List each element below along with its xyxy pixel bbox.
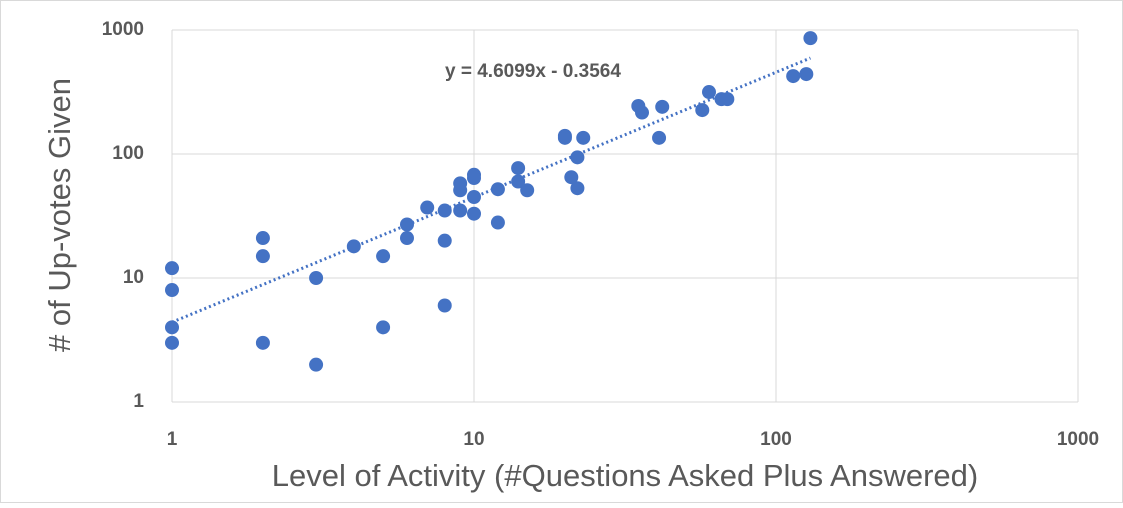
point [467,206,481,221]
point [655,99,670,114]
point [437,298,452,313]
point [165,283,179,298]
point [437,233,452,248]
point [400,231,415,246]
point [437,203,452,218]
point [511,174,526,189]
point [165,335,179,350]
x-axis-title: Level of Activity (#Questions Asked Plus… [272,458,978,493]
x-tick-label: 1 [167,429,178,450]
x-tick-label: 10 [463,429,484,450]
point [376,320,391,335]
point [400,217,415,232]
point [255,231,270,246]
point [635,105,650,120]
point [453,183,468,198]
x-tick-label: 1000 [1057,429,1099,450]
point [570,181,585,196]
point [346,239,361,254]
point [720,92,735,107]
x-tick-label: 100 [760,429,792,450]
point [576,130,591,145]
point [652,130,667,145]
point [255,335,270,350]
point [165,261,179,276]
point [255,249,270,264]
point [376,249,391,264]
point [490,182,505,197]
point [702,85,717,100]
point [165,320,179,335]
point [309,357,324,372]
point [420,200,435,215]
point [570,150,585,165]
y-tick-label: 1000 [102,19,144,40]
point [799,67,814,82]
y-axis-title: # of Up-votes Given [42,78,77,352]
trendline-label: y = 4.6099x - 0.3564 [445,61,621,82]
point [803,31,818,46]
y-tick-label: 1 [133,391,144,412]
point [453,203,468,218]
point [557,130,572,145]
point [490,215,505,230]
point [520,183,535,198]
point [786,69,801,84]
point [309,271,324,285]
y-tick-label: 10 [123,267,144,288]
y-tick-label: 100 [112,143,144,164]
point [467,171,481,186]
point [467,190,481,205]
point [695,103,710,118]
point [511,161,526,176]
point [564,170,579,185]
